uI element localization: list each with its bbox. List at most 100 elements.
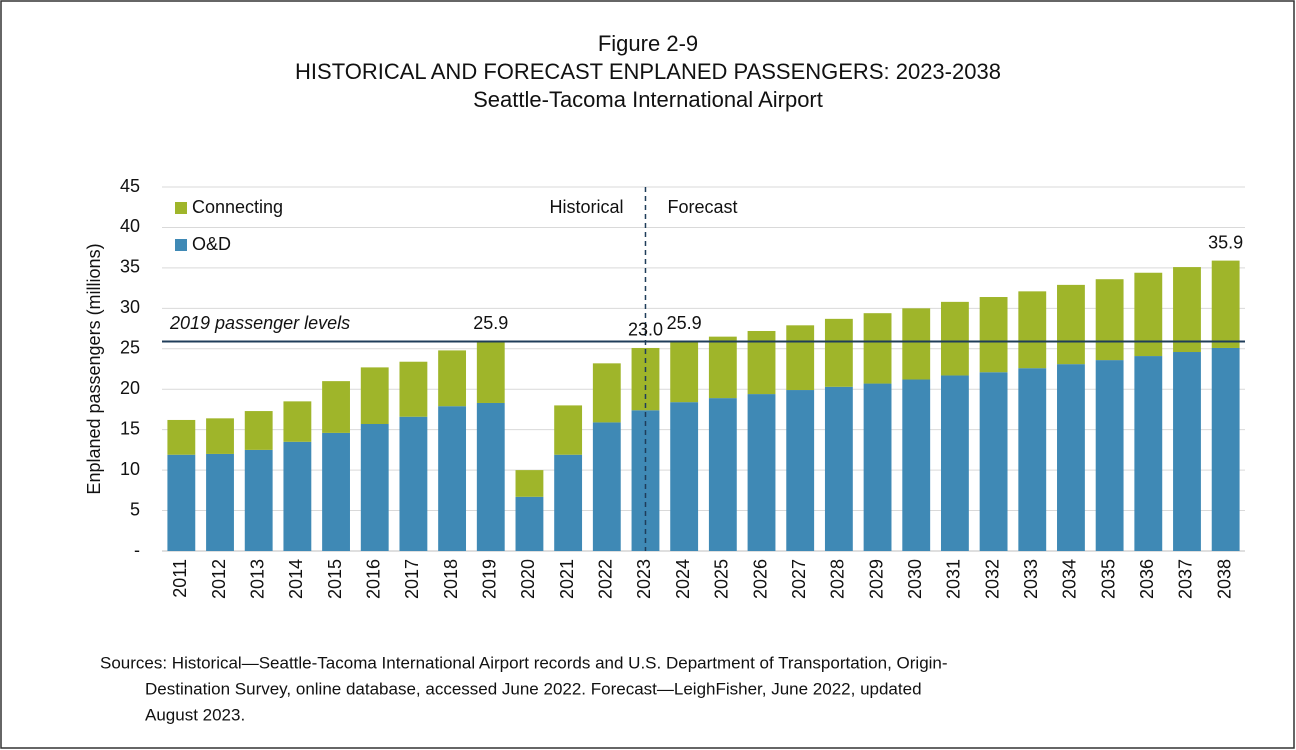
divider-label: Forecast [667,197,737,217]
bar-segment [1018,291,1047,369]
y-tick-label: 30 [120,297,140,317]
reference-label: 2019 passenger levels [169,313,350,333]
bar-segment [979,297,1008,373]
chart-title: HISTORICAL AND FORECAST ENPLANED PASSENG… [295,59,1001,84]
bar-segment [902,379,931,551]
annotation: 23.0 [628,320,663,340]
x-tick-label: 2017 [402,559,422,599]
x-tick-label: 2019 [480,559,500,599]
bar-segment [1095,360,1124,551]
source: Destination Survey, online database, acc… [145,679,922,698]
x-tick-label: 2035 [1098,559,1118,599]
bar-segment [1095,279,1124,361]
source: August 2023. [145,705,245,724]
bar-segment [1057,284,1085,365]
bar-segment [515,496,544,551]
bar-segment [1173,267,1201,353]
bar-segment [438,406,467,551]
x-tick-label: 2026 [750,559,770,599]
y-tick-label: 10 [120,459,140,479]
bar-segment [670,402,699,551]
x-tick-label: 2012 [209,559,229,599]
bar-segment [786,390,815,551]
bar-segment [206,453,234,551]
x-tick-label: 2014 [286,559,306,599]
bar-segment [940,375,969,551]
y-tick-label: 25 [120,338,140,358]
y-tick-label: 15 [120,418,140,438]
bar-segment [360,424,389,551]
x-tick-label: 2033 [1021,559,1041,599]
annotation: 25.9 [473,313,508,333]
divider-label: Historical [549,197,623,217]
bar-segment [1134,356,1163,551]
x-tick-label: 2031 [944,559,964,599]
bar-segment [670,341,699,403]
y-tick-label: 40 [120,216,140,236]
x-tick-label: 2036 [1137,559,1157,599]
x-tick-label: 2027 [789,559,809,599]
x-tick-label: 2015 [325,559,345,599]
bar-segment [824,318,853,387]
bar-segment [1211,260,1240,348]
bar-segment [863,313,892,384]
bar-segment [283,401,312,442]
x-tick-label: 2025 [712,559,732,599]
bar-segment [592,422,621,551]
x-tick-label: 2018 [441,559,461,599]
bar-segment [786,325,815,391]
x-tick-label: 2034 [1060,559,1080,599]
x-tick-label: 2013 [247,559,267,599]
y-tick-label: 45 [120,176,140,196]
bar-segment [167,454,196,551]
bar-segment [708,398,737,551]
x-tick-label: 2023 [634,559,654,599]
y-tick-label: - [134,540,140,560]
y-tick-label: 35 [120,257,140,277]
bar-segment [747,330,776,395]
x-tick-label: 2022 [596,559,616,599]
y-axis-label: Enplaned passengers (millions) [84,243,104,494]
source: Sources: Historical—Seattle-Tacoma Inter… [100,653,948,672]
bar-segment [1018,368,1047,551]
legend-label: Connecting [192,197,283,217]
bar-segment [1057,364,1085,551]
bar-segment [902,308,931,380]
x-tick-label: 2038 [1214,559,1234,599]
x-tick-label: 2032 [982,559,1002,599]
annotation: 35.9 [1208,232,1243,252]
bar-segment [708,336,737,399]
bar-segment [322,381,350,433]
bar-segment [747,394,776,551]
bar-segment [476,341,505,403]
legend-swatch [175,239,187,251]
y-tick-label: 5 [130,499,140,519]
bar-segment [167,419,196,455]
bar-segment [863,383,892,551]
bar-segment [979,372,1008,551]
bar-segment [476,402,505,551]
bar-segment [1173,352,1201,551]
bar-segment [438,350,467,407]
bar-segment [554,405,583,455]
bar-segment [824,386,853,551]
bar-segment [244,449,273,551]
x-tick-label: 2020 [518,559,538,599]
bar-segment [515,470,544,497]
bar-segment [1211,347,1240,551]
bar-segment [940,301,969,376]
bar-segment [554,454,583,551]
x-tick-label: 2028 [828,559,848,599]
x-tick-label: 2021 [557,559,577,599]
legend-label: O&D [192,234,231,254]
bar-segment [283,441,312,551]
bar-segment [206,418,234,454]
x-tick-label: 2030 [905,559,925,599]
bar-segment [322,432,350,551]
y-tick-label: 20 [120,378,140,398]
bar-segment [1134,272,1163,357]
bar-segment [360,367,389,425]
x-tick-label: 2037 [1176,559,1196,599]
